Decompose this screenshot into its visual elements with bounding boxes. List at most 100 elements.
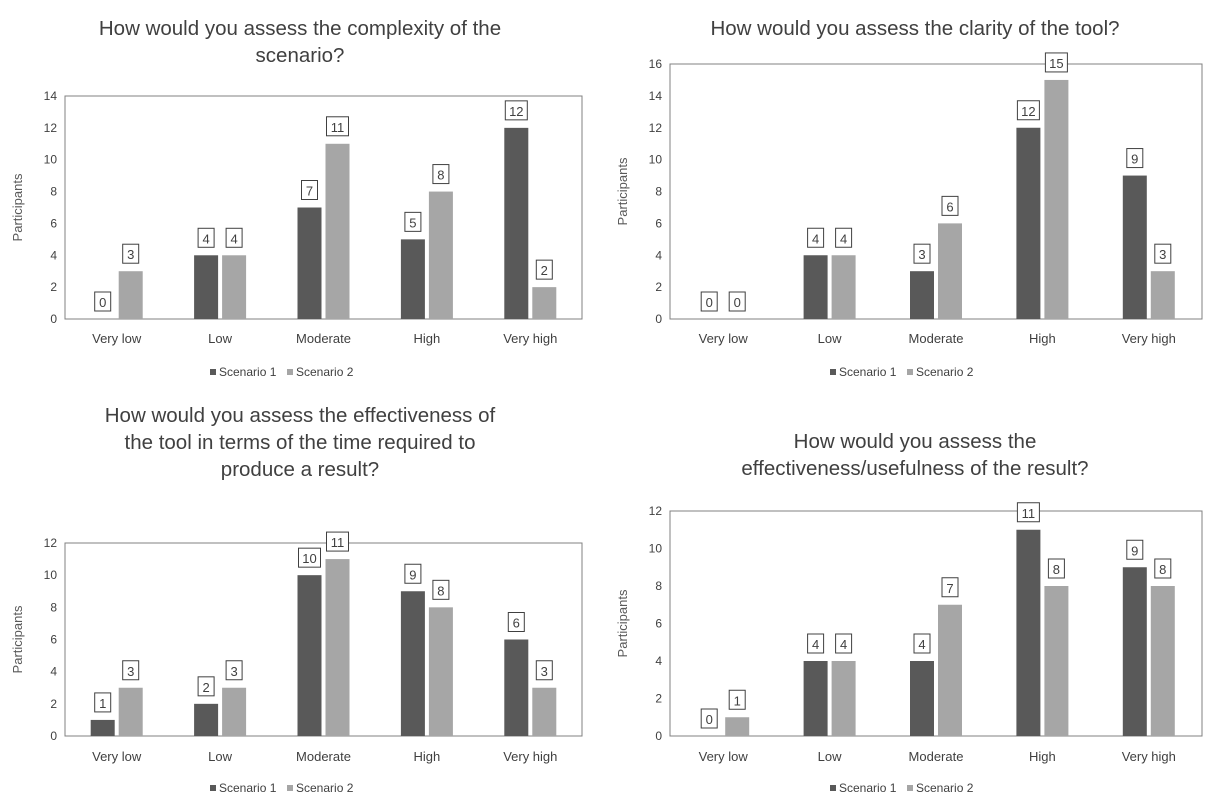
chart-title-line: How would you assess the complexity of t… xyxy=(98,17,502,40)
data-label: 6 xyxy=(513,616,520,631)
data-label: 4 xyxy=(840,231,847,246)
data-label: 3 xyxy=(230,664,237,679)
data-label-box xyxy=(1016,502,1040,523)
y-tick-label: 2 xyxy=(655,280,662,294)
data-label-box xyxy=(122,243,140,264)
data-label-box xyxy=(1126,148,1144,169)
data-label: 9 xyxy=(1131,152,1138,167)
chart-title: How would you assess the complexity of t… xyxy=(30,15,570,69)
data-label: 12 xyxy=(1021,104,1035,119)
bar xyxy=(532,287,557,319)
data-label-box xyxy=(700,708,718,729)
y-tick-label: 4 xyxy=(655,654,662,668)
data-label-box xyxy=(225,227,243,248)
y-tick-label: 10 xyxy=(649,153,663,167)
chart-title-line: produce a result? xyxy=(220,458,380,481)
bar xyxy=(532,687,557,736)
data-label: 4 xyxy=(202,231,209,246)
data-label-box xyxy=(432,164,450,185)
bar xyxy=(725,717,750,736)
data-label: 4 xyxy=(840,637,847,652)
y-axis-label: Participants xyxy=(615,157,630,225)
data-label: 3 xyxy=(918,247,925,262)
y-tick-label: 10 xyxy=(649,542,663,556)
data-label-box xyxy=(1044,52,1068,73)
bar xyxy=(194,703,219,736)
bar xyxy=(194,255,219,319)
y-tick-label: 12 xyxy=(649,504,663,518)
data-label-box xyxy=(1047,558,1065,579)
data-label-box xyxy=(535,660,553,681)
y-tick-label: 0 xyxy=(655,729,662,743)
legend-label: Scenario 1 xyxy=(219,365,277,379)
chart-title-line: effectiveness/usefulness of the result? xyxy=(741,457,1089,480)
data-label-box xyxy=(1154,243,1172,264)
y-tick-label: 0 xyxy=(50,312,57,326)
chart-panel-time-effectiveness: How would you assess the effectiveness o… xyxy=(0,400,600,799)
bar xyxy=(910,661,934,736)
data-label-box xyxy=(94,291,112,312)
data-label-box xyxy=(535,259,553,280)
x-category-label: High xyxy=(1029,749,1056,764)
y-tick-label: 10 xyxy=(44,153,58,167)
plot-frame xyxy=(669,510,1203,737)
bar xyxy=(1122,175,1147,319)
data-label-box xyxy=(913,633,931,654)
x-category-label: Moderate xyxy=(296,331,351,346)
legend-label: Scenario 1 xyxy=(839,365,897,379)
data-label-box xyxy=(197,227,215,248)
x-category-label: Very low xyxy=(92,331,142,346)
data-label-box xyxy=(700,291,718,312)
legend-swatch xyxy=(830,785,836,791)
chart-title-line: the tool in terms of the time required t… xyxy=(124,431,476,454)
y-tick-label: 2 xyxy=(50,697,57,711)
y-tick-label: 10 xyxy=(44,568,58,582)
data-label-box xyxy=(807,633,825,654)
x-category-label: High xyxy=(414,749,441,764)
data-label-box xyxy=(1016,100,1040,121)
y-tick-label: 0 xyxy=(655,312,662,326)
bar xyxy=(90,719,115,736)
data-label: 0 xyxy=(706,295,713,310)
data-label-box xyxy=(326,531,349,552)
y-tick-label: 12 xyxy=(44,536,58,550)
y-tick-label: 8 xyxy=(50,600,57,614)
bar xyxy=(1122,567,1147,736)
legend-swatch xyxy=(210,785,216,791)
plot-frame xyxy=(64,542,583,737)
x-category-label: Very high xyxy=(1122,749,1176,764)
chart-title: How would you assess the effectiveness/u… xyxy=(645,428,1185,482)
bar xyxy=(222,687,247,736)
bar xyxy=(118,687,143,736)
data-label-box xyxy=(941,195,959,216)
legend-swatch xyxy=(830,369,836,375)
bar-chart: 0 2 4 6 8 10 12 14 16 Participants Very low 0 0 Low 4 4… xyxy=(615,52,1203,379)
legend-swatch xyxy=(287,369,293,375)
data-label-box xyxy=(1154,558,1172,579)
data-label-box xyxy=(835,633,853,654)
data-label-box xyxy=(225,660,243,681)
x-category-label: Very low xyxy=(699,331,749,346)
x-category-label: Low xyxy=(208,331,232,346)
data-label-box xyxy=(94,692,112,713)
data-label-box xyxy=(404,563,422,584)
x-category-label: Low xyxy=(208,749,232,764)
data-label: 4 xyxy=(918,637,925,652)
bar xyxy=(1016,127,1041,319)
y-tick-label: 8 xyxy=(50,185,57,199)
bar-chart: 0 2 4 6 8 10 12 14 Participants Very low 0 3 Low 4 4 Mo… xyxy=(10,89,583,379)
data-label-box xyxy=(1126,539,1144,560)
data-label: 1 xyxy=(99,696,106,711)
data-label: 0 xyxy=(734,295,741,310)
data-label: 5 xyxy=(409,215,416,230)
chart-panel-usefulness: How would you assess the effectiveness/u… xyxy=(605,400,1211,799)
data-label: 11 xyxy=(331,120,345,135)
chart-panel-clarity: How would you assess the clarity of the … xyxy=(605,0,1211,400)
data-label-box xyxy=(728,689,746,710)
bar xyxy=(297,575,322,736)
chart-title-line: How would you assess the effectiveness o… xyxy=(104,404,496,427)
data-label: 15 xyxy=(1049,56,1063,71)
bar-chart: 0 2 4 6 8 10 12 Participants Very low 0 1 Low 4 4 Mode… xyxy=(615,502,1203,795)
data-label-box xyxy=(197,676,215,697)
data-label: 2 xyxy=(541,263,548,278)
